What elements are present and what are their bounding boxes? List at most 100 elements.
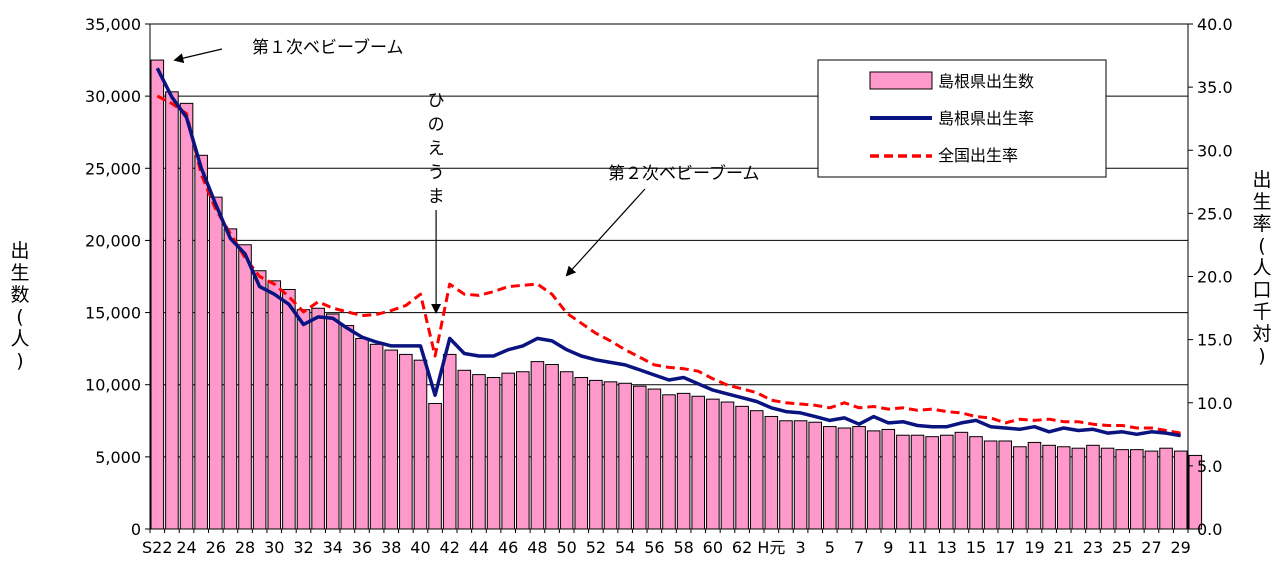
bar-birth-count — [837, 427, 852, 530]
bar-birth-count — [340, 325, 355, 530]
x-tick-label: 26 — [206, 538, 226, 557]
left-tick-label: 15,000 — [85, 304, 141, 323]
right-axis-title: 出生率(人口千対) — [1252, 169, 1271, 367]
bar-birth-count — [384, 349, 399, 530]
x-tick-label: 36 — [352, 538, 372, 557]
x-tick-label: 15 — [966, 538, 986, 557]
left-tick-label: 0 — [131, 520, 141, 539]
bar-birth-count — [589, 379, 603, 530]
bar-birth-count — [632, 385, 647, 530]
bar-birth-count — [779, 420, 793, 530]
x-tick-label: 9 — [883, 538, 893, 557]
x-tick-label: 34 — [323, 538, 343, 557]
right-tick-label: 15.0 — [1197, 331, 1233, 350]
legend-label-shimane-rate: 島根県出生率 — [938, 109, 1034, 128]
bar-birth-count — [691, 395, 706, 530]
x-tick-label: H元 — [757, 538, 785, 557]
bar-birth-count — [1115, 449, 1129, 530]
bar-birth-count — [457, 369, 472, 530]
bar-birth-count — [720, 401, 735, 530]
x-tick-label: 3 — [795, 538, 805, 557]
x-tick-label: 60 — [703, 538, 723, 557]
x-tick-label: 23 — [1083, 538, 1103, 557]
line-shimane-birth-rate — [155, 67, 1181, 438]
bar-birth-count — [866, 430, 881, 530]
bar-birth-count — [764, 415, 779, 530]
bar-birth-count — [252, 270, 267, 530]
left-tick-label: 5,000 — [95, 448, 141, 467]
bar-birth-count — [881, 428, 896, 530]
bar-birth-count — [428, 402, 442, 530]
x-tick-label: 13 — [937, 538, 957, 557]
left-axis-title: 出生数(人) — [10, 240, 29, 372]
bar-birth-count — [559, 371, 574, 530]
x-tick-label: 29 — [1171, 538, 1191, 557]
svg-text:出生率(人口千対): 出生率(人口千対) — [1252, 169, 1271, 367]
bar-birth-count — [1071, 447, 1086, 530]
x-tick-label: 11 — [907, 538, 927, 557]
bar-birth-count — [954, 431, 969, 530]
bar-birth-count — [939, 434, 954, 530]
svg-text:出生数(人): 出生数(人) — [10, 240, 29, 372]
right-tick-label: 10.0 — [1197, 394, 1233, 413]
bar-birth-count — [1188, 454, 1203, 530]
right-tick-label: 5.0 — [1197, 457, 1222, 476]
x-tick-label: 52 — [586, 538, 606, 557]
bar-birth-count — [282, 288, 296, 530]
legend-label-birth-count: 島根県出生数 — [938, 72, 1034, 91]
x-tick-label: 28 — [235, 538, 255, 557]
right-tick-label: 35.0 — [1197, 78, 1233, 97]
x-tick-label: 56 — [644, 538, 664, 557]
bar-birth-count — [1042, 444, 1056, 530]
x-tick-label: 46 — [498, 538, 518, 557]
x-tick-label: 17 — [995, 538, 1015, 557]
bar-birth-count — [413, 359, 428, 530]
x-tick-label: 19 — [1024, 538, 1044, 557]
bar-birth-count — [516, 371, 530, 530]
bar-birth-count — [399, 353, 413, 530]
right-tick-label: 20.0 — [1197, 268, 1233, 287]
bar-birth-count — [442, 353, 457, 530]
x-tick-label: S22 — [142, 538, 173, 557]
bar-birth-count — [969, 436, 983, 530]
x-tick-label: 32 — [293, 538, 313, 557]
bar-birth-count — [238, 244, 252, 530]
annotation-first-baby-boom: 第１次ベビーブーム — [252, 37, 403, 58]
x-tick-label: 24 — [176, 538, 196, 557]
x-tick-label: 21 — [1054, 538, 1074, 557]
svg-text:ひのえうま: ひのえうま — [428, 91, 445, 207]
bar-birth-count — [1130, 449, 1144, 530]
bar-birth-count — [486, 377, 501, 530]
bar-birth-count — [706, 398, 720, 530]
bar-birth-count — [355, 338, 369, 530]
annotation-hinoeuma: ひのえうま — [428, 91, 445, 207]
left-tick-label: 25,000 — [85, 159, 141, 178]
bar-birth-count — [910, 434, 925, 530]
left-tick-label: 20,000 — [85, 231, 141, 250]
bar-birth-count — [896, 434, 910, 530]
bar-birth-count — [1173, 450, 1188, 530]
bar-birth-count — [823, 426, 837, 530]
annotation-arrow-first-boom — [173, 48, 223, 64]
bar-birth-count — [998, 440, 1013, 530]
x-tick-label: 48 — [527, 538, 547, 557]
right-tick-label: 25.0 — [1197, 204, 1233, 223]
bar-birth-count — [749, 410, 764, 530]
left-tick-label: 35,000 — [85, 15, 141, 34]
bar-birth-count — [618, 382, 632, 530]
x-tick-label: 30 — [264, 538, 284, 557]
annotation-second-baby-boom: 第２次ベビーブーム — [608, 163, 759, 184]
line-national-birth-rate — [156, 94, 1181, 435]
bar-birth-count — [808, 421, 822, 530]
bar-birth-count — [735, 405, 749, 530]
bar-birth-count — [209, 196, 223, 530]
x-tick-label: 42 — [440, 538, 460, 557]
bar-birth-count — [1056, 446, 1071, 530]
bar-birth-count — [530, 361, 545, 530]
x-tick-label: 5 — [825, 538, 835, 557]
bar-birth-count — [369, 343, 384, 530]
x-tick-label: 50 — [556, 538, 576, 557]
bar-birth-count — [179, 102, 194, 530]
bar-birth-count — [472, 374, 486, 530]
